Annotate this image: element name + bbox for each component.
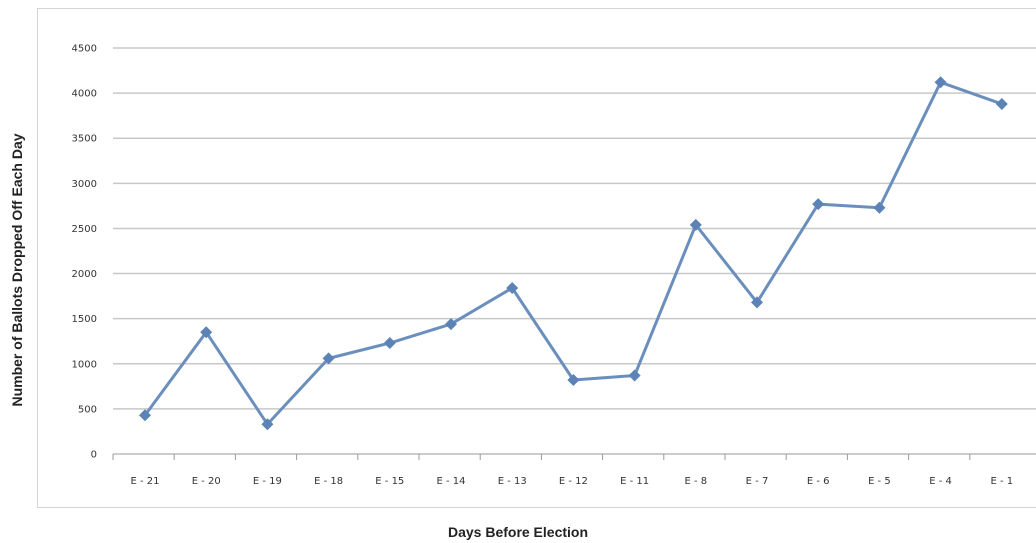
y-tick-label: 0: [91, 450, 97, 461]
y-tick-label: 3500: [72, 134, 97, 145]
data-point: [995, 97, 1008, 110]
y-tick-label: 2000: [72, 269, 97, 280]
x-tick-label: E - 11: [620, 476, 649, 487]
data-point: [506, 281, 519, 294]
data-point: [322, 352, 335, 365]
y-tick-label: 1000: [72, 359, 97, 370]
x-tick-label: E - 20: [192, 476, 221, 487]
series-line: [143, 80, 1003, 426]
x-tick-label: E - 1: [990, 476, 1013, 487]
x-tick-label: E - 7: [746, 476, 769, 487]
x-tick-label: E - 19: [253, 476, 282, 487]
series-layer: [139, 76, 1008, 431]
data-point: [445, 318, 457, 331]
data-point: [139, 409, 151, 422]
data-point: [873, 201, 886, 214]
axes: [112, 453, 1036, 460]
y-tick-label: 4500: [72, 44, 97, 55]
chart-frame: [37, 8, 1036, 508]
x-tick-labels: E - 21 E - 20 E - 19 E - 18 E - 15 E - 14 E - …: [130, 476, 1013, 487]
x-tick-label: E - 6: [807, 476, 830, 487]
data-point: [689, 218, 702, 231]
data-point: [261, 418, 274, 431]
x-tick-label: E - 15: [375, 476, 404, 487]
gridlines: [113, 47, 1036, 410]
y-tick-label: 2500: [72, 224, 97, 235]
x-tick-label: E - 8: [684, 476, 707, 487]
data-point: [751, 296, 763, 309]
data-point: [200, 326, 213, 339]
x-tick-label: E - 4: [929, 476, 952, 487]
x-tick-label: E - 21: [130, 476, 159, 487]
x-tick-label: E - 18: [314, 476, 343, 487]
y-axis-label: Number of Ballots Dropped Off Each Day: [9, 133, 25, 407]
y-tick-labels: 0 500 1000 1500 2000 2500 3000 3500 4000 4500: [72, 44, 97, 461]
data-point: [628, 369, 641, 382]
y-tick-label: 4000: [72, 89, 97, 100]
x-tick-label: E - 5: [868, 476, 891, 487]
x-tick-label: E - 12: [559, 476, 588, 487]
x-tick-label: E - 14: [436, 476, 465, 487]
y-tick-label: 500: [78, 404, 97, 415]
data-point: [934, 76, 947, 89]
x-tick-label: E - 13: [498, 476, 527, 487]
x-axis-label: Days Before Election: [447, 524, 589, 540]
y-tick-label: 3000: [72, 179, 97, 190]
data-point: [567, 374, 580, 387]
data-point: [383, 337, 396, 350]
y-tick-label: 1500: [72, 314, 97, 325]
data-point: [812, 198, 825, 211]
